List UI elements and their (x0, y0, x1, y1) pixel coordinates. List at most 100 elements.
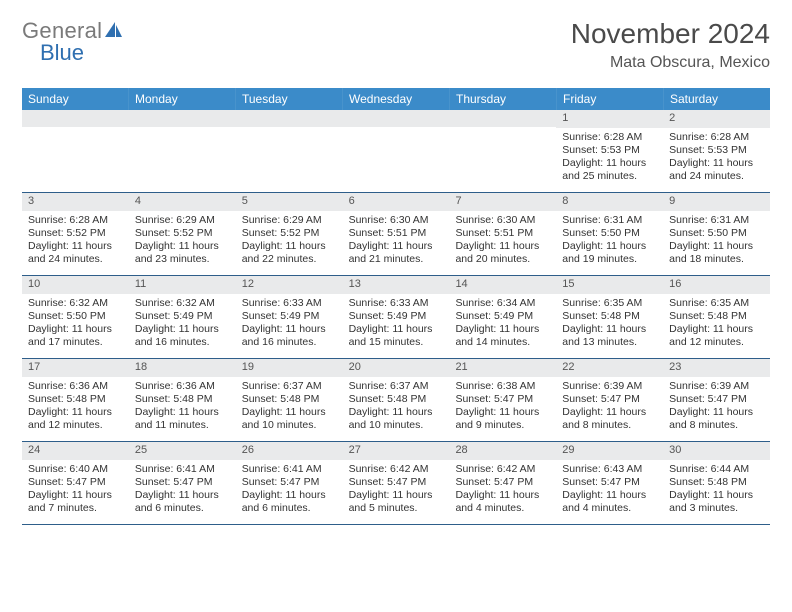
day-number: 27 (343, 442, 450, 460)
day-body: Sunrise: 6:29 AMSunset: 5:52 PMDaylight:… (129, 211, 236, 273)
daylight-text: Daylight: 11 hours and 10 minutes. (242, 406, 337, 432)
sunrise-text: Sunrise: 6:43 AM (562, 463, 657, 476)
day-number: 12 (236, 276, 343, 294)
day-cell: 28Sunrise: 6:42 AMSunset: 5:47 PMDayligh… (449, 442, 556, 524)
day-cell (449, 110, 556, 192)
daylight-text: Daylight: 11 hours and 13 minutes. (562, 323, 657, 349)
day-cell: 18Sunrise: 6:36 AMSunset: 5:48 PMDayligh… (129, 359, 236, 441)
day-number: 22 (556, 359, 663, 377)
daylight-text: Daylight: 11 hours and 21 minutes. (349, 240, 444, 266)
sunrise-text: Sunrise: 6:39 AM (562, 380, 657, 393)
weeks-container: 1Sunrise: 6:28 AMSunset: 5:53 PMDaylight… (22, 110, 770, 525)
daylight-text: Daylight: 11 hours and 8 minutes. (562, 406, 657, 432)
day-number (22, 110, 129, 127)
sunset-text: Sunset: 5:53 PM (669, 144, 764, 157)
sunset-text: Sunset: 5:52 PM (135, 227, 230, 240)
daylight-text: Daylight: 11 hours and 20 minutes. (455, 240, 550, 266)
week-row: 3Sunrise: 6:28 AMSunset: 5:52 PMDaylight… (22, 193, 770, 276)
day-body: Sunrise: 6:28 AMSunset: 5:53 PMDaylight:… (556, 128, 663, 190)
day-cell: 14Sunrise: 6:34 AMSunset: 5:49 PMDayligh… (449, 276, 556, 358)
day-body: Sunrise: 6:35 AMSunset: 5:48 PMDaylight:… (556, 294, 663, 356)
sunset-text: Sunset: 5:47 PM (455, 476, 550, 489)
sunset-text: Sunset: 5:47 PM (562, 393, 657, 406)
day-number: 23 (663, 359, 770, 377)
day-cell: 13Sunrise: 6:33 AMSunset: 5:49 PMDayligh… (343, 276, 450, 358)
sunset-text: Sunset: 5:50 PM (28, 310, 123, 323)
sunrise-text: Sunrise: 6:29 AM (135, 214, 230, 227)
month-title: November 2024 (571, 18, 770, 50)
day-number: 19 (236, 359, 343, 377)
day-number: 9 (663, 193, 770, 211)
day-body: Sunrise: 6:33 AMSunset: 5:49 PMDaylight:… (236, 294, 343, 356)
day-body: Sunrise: 6:28 AMSunset: 5:52 PMDaylight:… (22, 211, 129, 273)
sunrise-text: Sunrise: 6:32 AM (135, 297, 230, 310)
day-cell: 27Sunrise: 6:42 AMSunset: 5:47 PMDayligh… (343, 442, 450, 524)
daylight-text: Daylight: 11 hours and 7 minutes. (28, 489, 123, 515)
daylight-text: Daylight: 11 hours and 14 minutes. (455, 323, 550, 349)
day-number: 7 (449, 193, 556, 211)
sunset-text: Sunset: 5:47 PM (562, 476, 657, 489)
day-number: 13 (343, 276, 450, 294)
sunrise-text: Sunrise: 6:29 AM (242, 214, 337, 227)
weekday-header: Thursday (450, 88, 557, 110)
day-body: Sunrise: 6:41 AMSunset: 5:47 PMDaylight:… (129, 460, 236, 522)
day-body: Sunrise: 6:37 AMSunset: 5:48 PMDaylight:… (343, 377, 450, 439)
day-body: Sunrise: 6:35 AMSunset: 5:48 PMDaylight:… (663, 294, 770, 356)
sunset-text: Sunset: 5:52 PM (28, 227, 123, 240)
day-number: 16 (663, 276, 770, 294)
sunrise-text: Sunrise: 6:39 AM (669, 380, 764, 393)
day-cell: 5Sunrise: 6:29 AMSunset: 5:52 PMDaylight… (236, 193, 343, 275)
day-number: 30 (663, 442, 770, 460)
day-body: Sunrise: 6:39 AMSunset: 5:47 PMDaylight:… (556, 377, 663, 439)
day-body: Sunrise: 6:32 AMSunset: 5:50 PMDaylight:… (22, 294, 129, 356)
sunrise-text: Sunrise: 6:30 AM (455, 214, 550, 227)
day-number: 24 (22, 442, 129, 460)
day-cell: 23Sunrise: 6:39 AMSunset: 5:47 PMDayligh… (663, 359, 770, 441)
week-row: 24Sunrise: 6:40 AMSunset: 5:47 PMDayligh… (22, 442, 770, 525)
sunset-text: Sunset: 5:48 PM (562, 310, 657, 323)
sunrise-text: Sunrise: 6:36 AM (28, 380, 123, 393)
day-body: Sunrise: 6:36 AMSunset: 5:48 PMDaylight:… (129, 377, 236, 439)
day-cell: 25Sunrise: 6:41 AMSunset: 5:47 PMDayligh… (129, 442, 236, 524)
header-row: General November 2024 Mata Obscura, Mexi… (22, 18, 770, 72)
sunset-text: Sunset: 5:51 PM (455, 227, 550, 240)
sunset-text: Sunset: 5:49 PM (242, 310, 337, 323)
daylight-text: Daylight: 11 hours and 6 minutes. (242, 489, 337, 515)
daylight-text: Daylight: 11 hours and 16 minutes. (135, 323, 230, 349)
sunrise-text: Sunrise: 6:42 AM (349, 463, 444, 476)
sunrise-text: Sunrise: 6:42 AM (455, 463, 550, 476)
calendar: Sunday Monday Tuesday Wednesday Thursday… (22, 88, 770, 525)
day-number: 20 (343, 359, 450, 377)
sunset-text: Sunset: 5:47 PM (28, 476, 123, 489)
day-number (449, 110, 556, 127)
daylight-text: Daylight: 11 hours and 10 minutes. (349, 406, 444, 432)
daylight-text: Daylight: 11 hours and 15 minutes. (349, 323, 444, 349)
day-body: Sunrise: 6:31 AMSunset: 5:50 PMDaylight:… (556, 211, 663, 273)
day-cell: 19Sunrise: 6:37 AMSunset: 5:48 PMDayligh… (236, 359, 343, 441)
day-cell: 26Sunrise: 6:41 AMSunset: 5:47 PMDayligh… (236, 442, 343, 524)
day-number: 6 (343, 193, 450, 211)
day-number: 1 (556, 110, 663, 128)
day-number (343, 110, 450, 127)
sunrise-text: Sunrise: 6:44 AM (669, 463, 764, 476)
sunset-text: Sunset: 5:49 PM (455, 310, 550, 323)
brand-part2: Blue (40, 40, 84, 66)
daylight-text: Daylight: 11 hours and 24 minutes. (669, 157, 764, 183)
day-cell: 6Sunrise: 6:30 AMSunset: 5:51 PMDaylight… (343, 193, 450, 275)
day-body: Sunrise: 6:29 AMSunset: 5:52 PMDaylight:… (236, 211, 343, 273)
location: Mata Obscura, Mexico (571, 54, 770, 72)
sunrise-text: Sunrise: 6:37 AM (349, 380, 444, 393)
day-body: Sunrise: 6:34 AMSunset: 5:49 PMDaylight:… (449, 294, 556, 356)
daylight-text: Daylight: 11 hours and 11 minutes. (135, 406, 230, 432)
day-number: 29 (556, 442, 663, 460)
day-cell: 10Sunrise: 6:32 AMSunset: 5:50 PMDayligh… (22, 276, 129, 358)
day-number (236, 110, 343, 127)
day-number: 11 (129, 276, 236, 294)
daylight-text: Daylight: 11 hours and 4 minutes. (562, 489, 657, 515)
day-body: Sunrise: 6:41 AMSunset: 5:47 PMDaylight:… (236, 460, 343, 522)
day-body: Sunrise: 6:31 AMSunset: 5:50 PMDaylight:… (663, 211, 770, 273)
day-cell: 20Sunrise: 6:37 AMSunset: 5:48 PMDayligh… (343, 359, 450, 441)
sunrise-text: Sunrise: 6:37 AM (242, 380, 337, 393)
weekday-header: Wednesday (343, 88, 450, 110)
sunset-text: Sunset: 5:47 PM (669, 393, 764, 406)
